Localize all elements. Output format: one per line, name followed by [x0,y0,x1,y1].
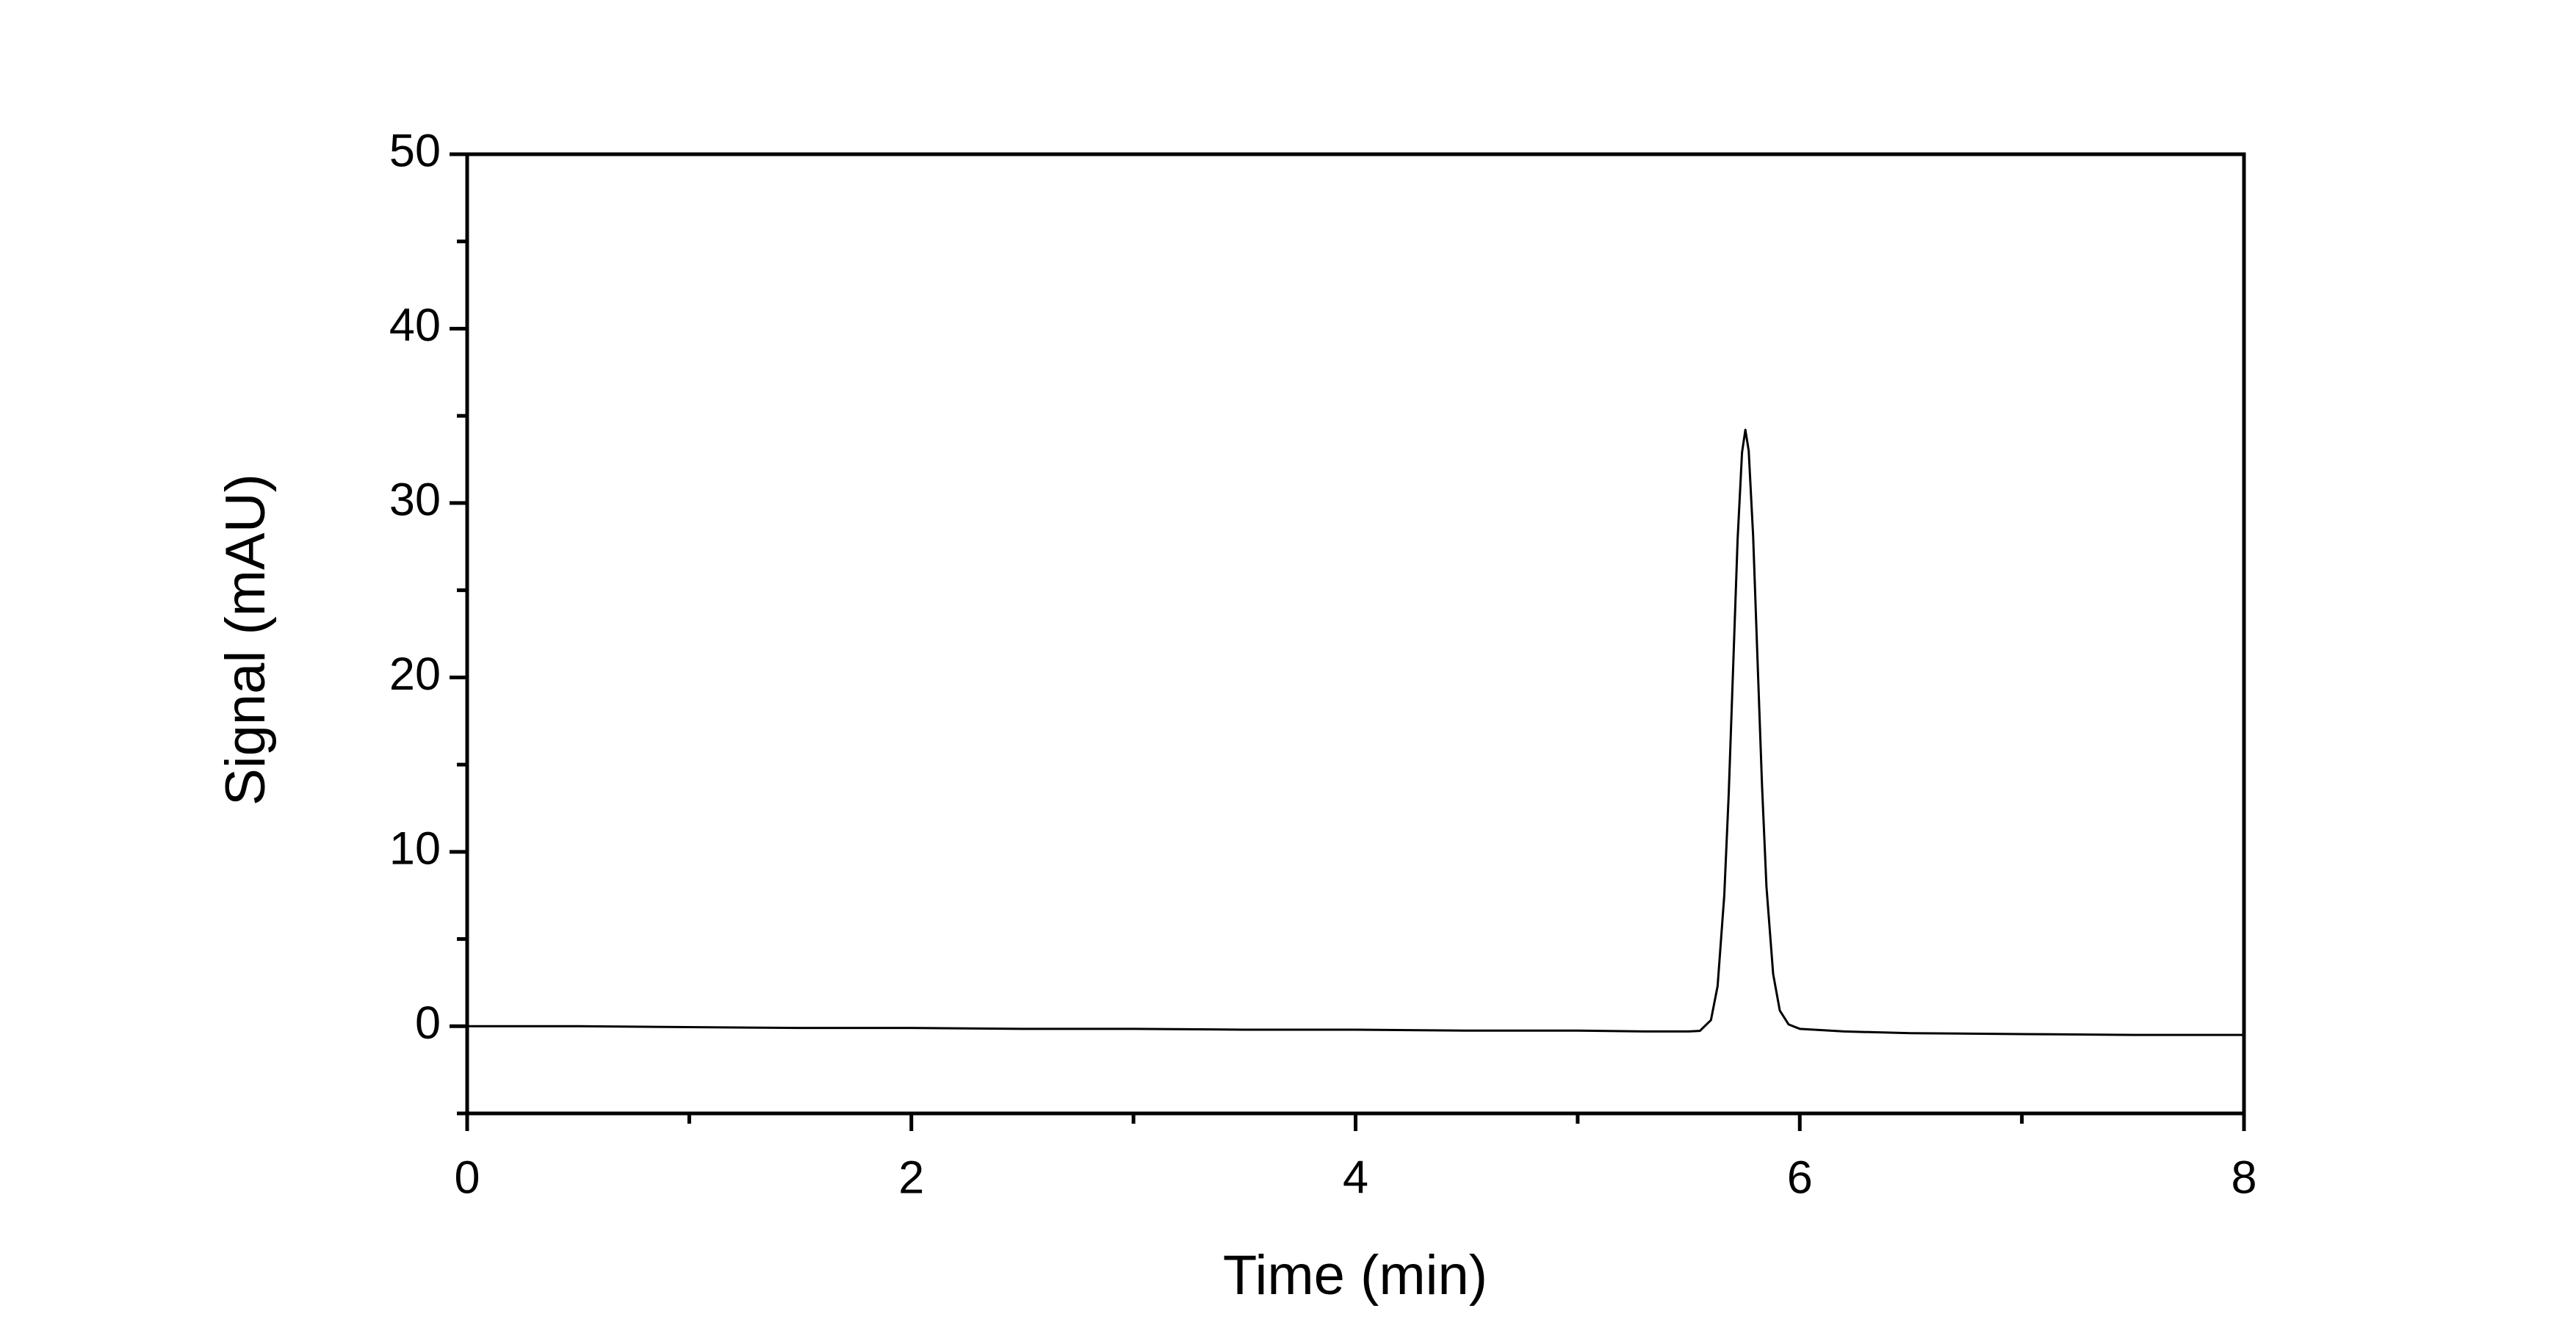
y-tick-label: 30 [389,474,441,526]
x-tick-label: 8 [2231,1152,2256,1204]
x-tick-label: 6 [1787,1152,1813,1204]
x-tick-label: 0 [454,1152,480,1204]
x-tick-label: 2 [898,1152,924,1204]
x-axis-title: Time (min) [1223,1244,1487,1307]
plot-frame [465,152,2246,1116]
y-tick-label: 20 [389,649,441,700]
y-tick-label: 0 [415,997,441,1049]
y-tick-label: 50 [389,126,441,177]
y-tick-label: 40 [389,300,441,351]
y-tick-label: 10 [389,823,441,874]
x-tick-label: 4 [1343,1152,1368,1204]
data-line [467,428,2244,1036]
y-axis-title: Signal (mAU) [214,474,277,806]
